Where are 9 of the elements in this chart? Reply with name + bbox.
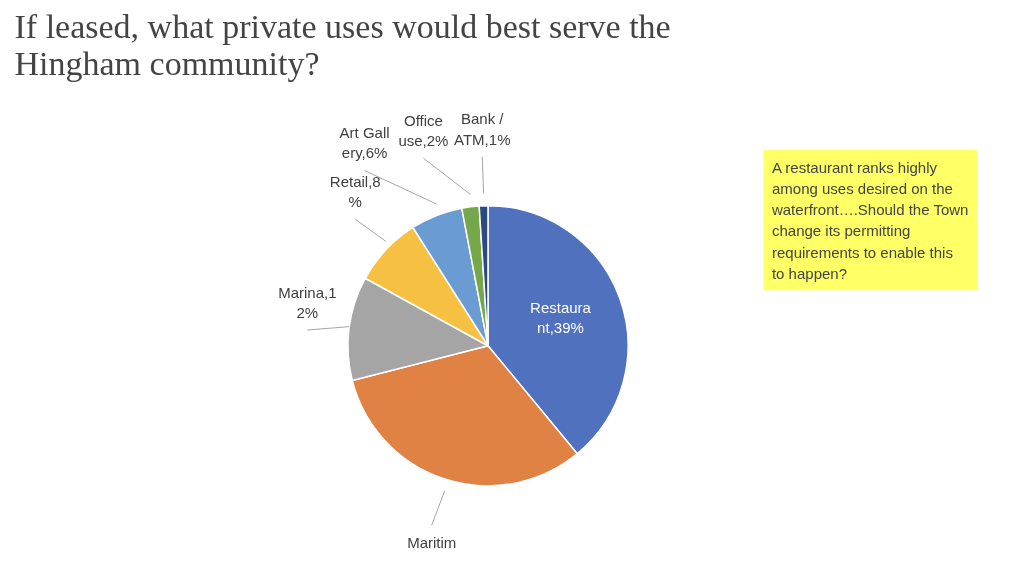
slice-label: Office use,2% [398, 111, 449, 150]
slice-label: Marina,12% [278, 283, 337, 321]
slice-label: Restaurant,39% [530, 298, 592, 337]
chart-title: If leased, what private uses would best serve the Hingham community? [14, 7, 671, 82]
slice-label: Bank / ATM,1% [454, 110, 511, 148]
slice-label: Maritim [407, 534, 457, 552]
text: A restaurant ranks highly among uses desired on the waterfront….Should the Town change its permitting requirements to enable this to happen? [770, 158, 969, 282]
slice-label: Art Gallery,6% [339, 124, 390, 162]
slice-label: Retail,8% [329, 172, 381, 211]
